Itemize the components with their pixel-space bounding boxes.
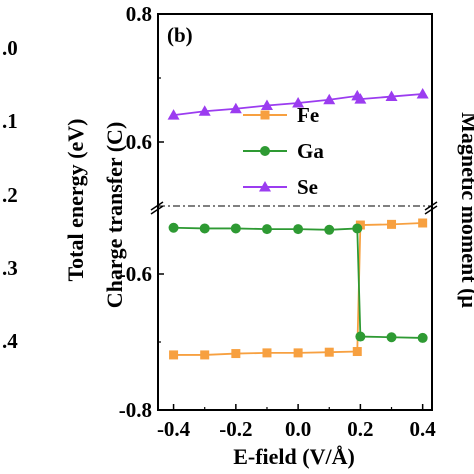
point-ga-6 <box>352 223 363 234</box>
ticks-group: -0.4 -0.2 0.0 0.2 0.4 0.8 0.6 -0.6 -0.8 <box>119 2 437 441</box>
panel-label: (b) <box>167 23 193 47</box>
point-se-4 <box>292 96 305 108</box>
series-line-ga <box>173 226 423 339</box>
point-fe-0 <box>169 350 179 360</box>
x-tick-label-3: 0.2 <box>347 417 373 441</box>
point-ga-4 <box>293 224 304 235</box>
y-axis-label: Charge transfer (C) <box>102 122 127 309</box>
point-fe-6 <box>352 347 362 357</box>
legend-marker-se <box>259 181 271 192</box>
x-axis-label: E-field (V/Å) <box>233 444 355 469</box>
series-ga <box>168 222 428 343</box>
point-se-3 <box>260 99 273 111</box>
point-fe-2 <box>231 349 241 359</box>
point-ga-5 <box>324 224 335 235</box>
point-fe-9 <box>418 218 428 228</box>
series-se <box>167 88 429 120</box>
right-ylabel: Magnetic moment (μ <box>457 112 474 308</box>
legend-marker-fe <box>260 110 270 120</box>
left-tick-4: .4 <box>2 329 18 353</box>
break-mark-right <box>424 201 438 215</box>
left-cropped-panel: .0 .1 .2 .3 .4 Total energy (eV) <box>2 36 88 353</box>
left-tick-0: .0 <box>2 36 18 60</box>
series-line-se <box>173 93 423 117</box>
point-ga-9 <box>417 332 428 343</box>
point-se-7 <box>354 93 367 104</box>
y-tick-label-1: 0.6 <box>126 130 152 154</box>
left-tick-1: .1 <box>2 109 18 133</box>
series-group <box>167 88 429 360</box>
point-fe-5 <box>324 347 334 357</box>
left-tick-3: .3 <box>2 256 18 280</box>
point-fe-8 <box>387 219 397 229</box>
point-se-9 <box>416 88 429 99</box>
y-tick-label-3: -0.8 <box>119 398 152 422</box>
y-tick-label-2: -0.6 <box>119 262 152 286</box>
left-ylabel: Total energy (eV) <box>63 119 88 282</box>
point-se-5 <box>323 93 336 105</box>
legend-label-se: Se <box>297 175 318 199</box>
x-tick-label-0: -0.4 <box>157 417 191 441</box>
point-se-1 <box>198 105 211 116</box>
point-se-2 <box>229 102 242 114</box>
left-tick-2: .2 <box>2 183 18 207</box>
break-mark-left <box>150 201 164 215</box>
y-tick-label-0: 0.8 <box>126 2 152 26</box>
point-ga-8 <box>386 332 397 343</box>
legend-marker-ga <box>260 146 270 156</box>
x-tick-label-2: 0.0 <box>285 417 311 441</box>
legend-label-fe: Fe <box>297 103 319 127</box>
point-ga-3 <box>261 224 272 235</box>
legend-label-ga: Ga <box>297 139 324 163</box>
point-fe-1 <box>200 350 210 360</box>
series-line-fe <box>173 222 423 356</box>
point-se-8 <box>385 90 398 102</box>
point-se-0 <box>167 109 180 120</box>
legend: Fe Ga Se <box>243 103 324 199</box>
x-tick-label-1: -0.2 <box>219 417 252 441</box>
plot-frame <box>157 13 433 411</box>
x-tick-label-4: 0.4 <box>410 417 437 441</box>
point-ga-1 <box>199 223 210 234</box>
point-ga-7 <box>355 331 366 342</box>
point-fe-3 <box>262 348 272 358</box>
point-ga-0 <box>168 222 179 233</box>
point-fe-4 <box>293 348 303 358</box>
point-ga-2 <box>230 223 241 234</box>
